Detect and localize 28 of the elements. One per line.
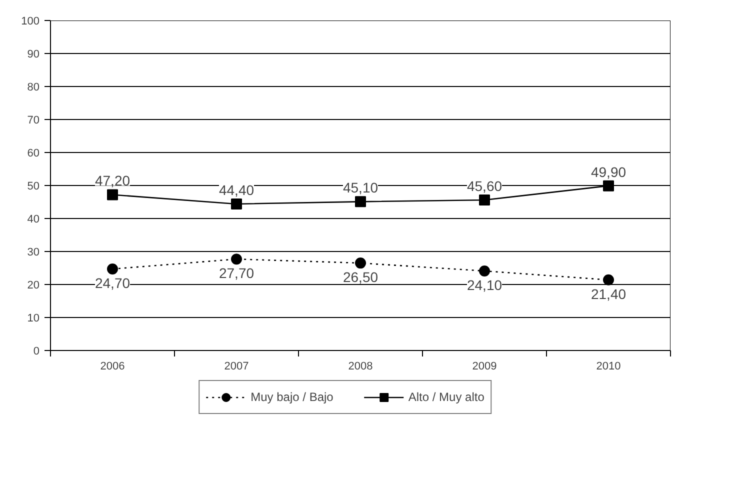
x-tick-label: 2009: [472, 360, 497, 372]
x-tick-label: 2007: [224, 360, 249, 372]
data-label: 27,70: [218, 265, 254, 282]
y-tick-label: 70: [27, 114, 40, 126]
x-tick-label: 2006: [100, 360, 125, 372]
y-tick-label: 40: [27, 214, 40, 226]
y-tick-label: 100: [21, 16, 40, 28]
x-tick-label: 2008: [348, 360, 373, 372]
y-tick-label: 20: [27, 280, 40, 292]
data-label: 26,50: [342, 269, 378, 286]
y-tick-label: 10: [27, 312, 40, 324]
y-tick-label: 80: [27, 82, 40, 94]
y-tick-label: 30: [27, 246, 40, 258]
y-tick-label: 50: [27, 180, 40, 192]
data-label: 24,10: [466, 276, 502, 293]
x-tick-label: 2010: [596, 360, 621, 372]
data-label: 21,40: [590, 286, 626, 302]
data-label: 45,60: [466, 178, 502, 194]
data-label: 45,10: [342, 180, 378, 196]
legend-label: Alto / Muy alto: [408, 390, 484, 404]
y-tick-label: 90: [27, 48, 40, 60]
y-tick-label: 0: [33, 346, 40, 358]
data-label: 24,70: [94, 274, 130, 291]
data-label: 44,40: [218, 182, 254, 198]
legend-label: Muy bajo / Bajo: [250, 390, 334, 404]
y-tick-label: 60: [27, 148, 40, 160]
data-label: 47,20: [94, 172, 130, 189]
data-label: 49,90: [590, 164, 626, 180]
